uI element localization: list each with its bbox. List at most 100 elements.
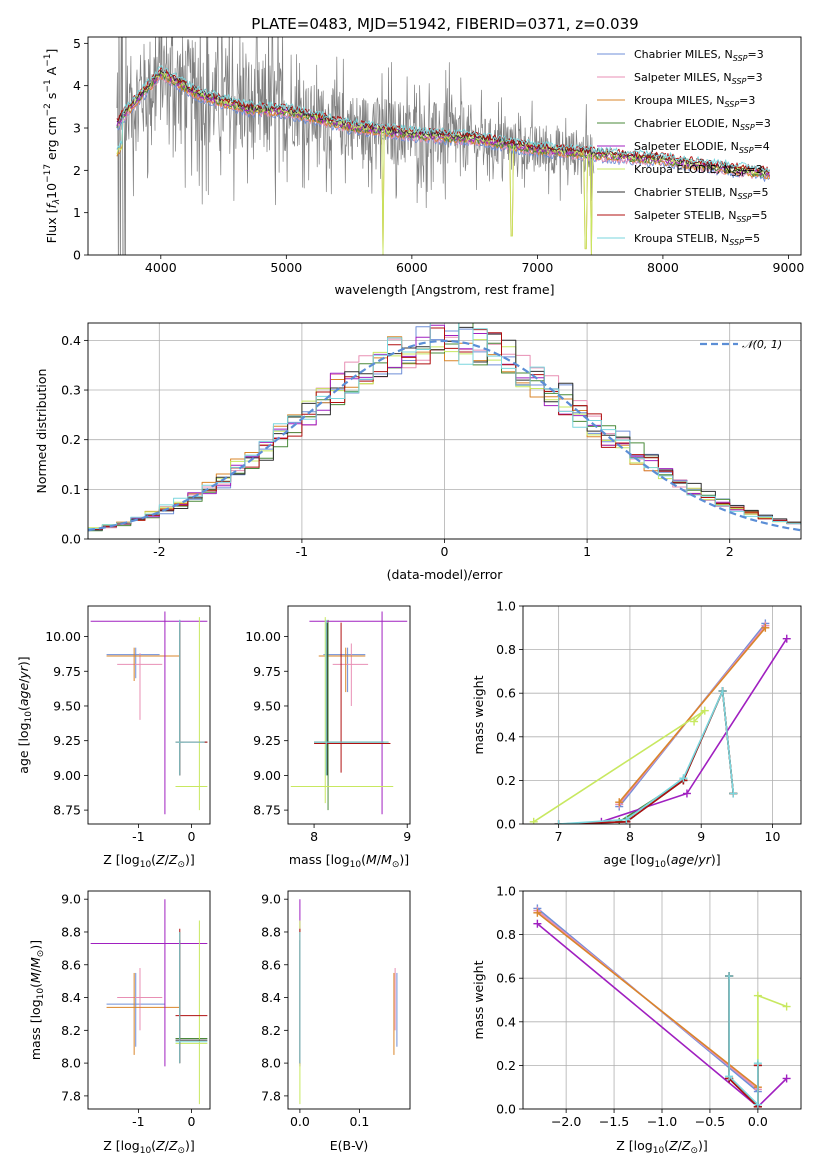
legend-model-name: Chabrier STELIB (634, 186, 722, 199)
y-tick-label: 0.8 (496, 927, 516, 942)
y-tick-label: 8.8 (61, 924, 81, 939)
y-tick-label: 9.50 (53, 698, 81, 713)
y-tick-label: 9.25 (53, 733, 81, 748)
x-axis-label: wavelength [Angstrom, rest frame] (334, 282, 554, 297)
y-tick-label: 8.0 (61, 1056, 81, 1071)
x-tick-label: −0.5 (695, 1114, 725, 1129)
age-vs-metallicity-panel: -1 0 8.75 9.00 9.25 9.50 9.75 10.00 Z [log10(Z/Z… (16, 605, 211, 870)
x-tick-label: -1 (132, 829, 144, 844)
legend-n-subscript: SSP (732, 77, 747, 86)
legend-entry: Chabrier MILES, NSSP=3 (634, 48, 764, 63)
legend-n-subscript: SSP (736, 215, 751, 224)
y-tick-label: 0.2 (496, 773, 516, 788)
figure-title: PLATE=0483, MJD=51942, FIBERID=0371, z=0… (251, 15, 638, 33)
plot-content (88, 323, 801, 539)
legend-n-prefix: , N (716, 163, 731, 176)
legend-n-eq: = (755, 117, 764, 130)
y-tick-label: 8.4 (61, 990, 81, 1005)
legend-entry: Chabrier STELIB, NSSP=5 (634, 186, 768, 201)
x-tick-label: 8 (626, 829, 634, 844)
mass-vs-metallicity-panel: -1 0 7.8 8.0 8.2 8.4 8.6 8.8 9.0 Z [log10(Z/Z⊙)] m… (28, 890, 211, 1156)
legend-entry: Kroupa ELODIE, NSSP=3 (634, 163, 763, 178)
x-axis-label: mass [log10(M/M⊙)] (289, 852, 409, 870)
x-tick-label: −1.0 (647, 1114, 677, 1129)
plot-area (88, 891, 210, 1109)
x-tick-label: −1.5 (599, 1114, 629, 1129)
x-tick-label: 0 (187, 1114, 195, 1129)
y-tick-label: 0.2 (61, 432, 81, 447)
legend-n-eq: = (746, 71, 755, 84)
x-axis-label: Z [log10(Z/Z⊙)] (616, 1138, 708, 1156)
y-tick-label: 0.2 (496, 1058, 516, 1073)
y-tick-label: 0.4 (496, 729, 516, 744)
legend-n-prefix: , N (718, 48, 733, 61)
x-tick-label: 0.0 (290, 1114, 310, 1129)
y-tick-label: 0.4 (61, 333, 81, 348)
y-tick-label: 9.00 (253, 768, 281, 783)
y-tick-label: 8.6 (261, 957, 281, 972)
legend-entry: Kroupa MILES, NSSP=3 (634, 94, 755, 109)
y-tick-label: 8.2 (261, 1023, 281, 1038)
legend-n-value: 3 (748, 94, 755, 107)
histogram-kroupa-stelib (88, 323, 801, 539)
legend-entry: Kroupa STELIB, NSSP=5 (634, 232, 760, 247)
y-tick-label: 8.75 (53, 803, 81, 818)
x-axis-label: E(B-V) (330, 1138, 369, 1153)
legend-n-prefix: , N (725, 117, 740, 130)
x-tick-label: 7000 (521, 260, 553, 275)
y-tick-label: 9.25 (253, 733, 281, 748)
x-tick-label: −2.0 (551, 1114, 581, 1129)
x-tick-label: 4000 (145, 260, 177, 275)
axes-frame (287, 890, 411, 1110)
plot-content (90, 899, 208, 1105)
y-tick-label: 0.4 (496, 1014, 516, 1029)
y-tick-label: 8.0 (261, 1056, 281, 1071)
x-tick-label: 5000 (270, 260, 302, 275)
y-tick-label: 0.1 (61, 482, 81, 497)
legend-model-name: Salpeter ELODIE (634, 140, 724, 153)
legend-model-name: Salpeter MILES (634, 71, 716, 84)
axes-frame (522, 890, 802, 1110)
y-axis-label: age [log10(age/yr)] (16, 656, 34, 773)
legend-n-subscript: SSP (732, 169, 747, 178)
legend-n-subscript: SSP (733, 54, 748, 63)
y-tick-label: 1.0 (496, 884, 516, 899)
y-tick-label: 7.8 (261, 1088, 281, 1103)
weight-line-kroupa-miles (618, 627, 767, 803)
residuals-panel: -2 -1 0 1 2 0.0 0.1 0.2 0.3 0.4 𝒩(0, 1) (data-model… (34, 322, 802, 582)
legend-n-value: 3 (757, 48, 764, 61)
y-axis-label: mass weight (471, 960, 486, 1039)
legend-n-value: 3 (756, 163, 763, 176)
plot-area (288, 606, 410, 824)
y-tick-label: 4 (73, 78, 81, 93)
axes-frame (87, 890, 211, 1110)
x-tick-label: 9000 (773, 260, 805, 275)
y-tick-label: 9.50 (253, 698, 281, 713)
x-tick-label: 2 (726, 544, 734, 559)
normal-curve (88, 339, 801, 532)
x-tick-label: -2 (153, 544, 165, 559)
x-tick-label: 10 (765, 829, 781, 844)
legend-n-value: 3 (764, 117, 771, 130)
plot-content (90, 611, 208, 815)
legend-n-eq: = (739, 94, 748, 107)
x-tick-label: 9 (697, 829, 705, 844)
x-axis-label: Z [log10(Z/Z⊙)] (103, 1138, 195, 1156)
y-axis-label: Normed distribution (34, 369, 49, 494)
legend-n-eq: = (744, 232, 753, 245)
weight-line-kroupa-stelib (728, 976, 759, 1106)
legend-n-value: 4 (763, 140, 770, 153)
y-axis-label: mass [log10(M/M⊙)] (28, 940, 46, 1060)
x-tick-label: 0 (187, 829, 195, 844)
y-tick-label: 9.00 (53, 768, 81, 783)
legend-model-name: Kroupa STELIB (634, 232, 714, 245)
legend-n-prefix: , N (716, 71, 731, 84)
x-tick-label: -1 (296, 544, 308, 559)
y-tick-label: 10.00 (45, 629, 81, 644)
axes-frame (87, 605, 211, 825)
legend-n-prefix: , N (709, 94, 724, 107)
y-tick-label: 1.0 (496, 599, 516, 614)
y-tick-label: 1 (73, 205, 81, 220)
x-tick-label: 0.1 (349, 1114, 369, 1129)
